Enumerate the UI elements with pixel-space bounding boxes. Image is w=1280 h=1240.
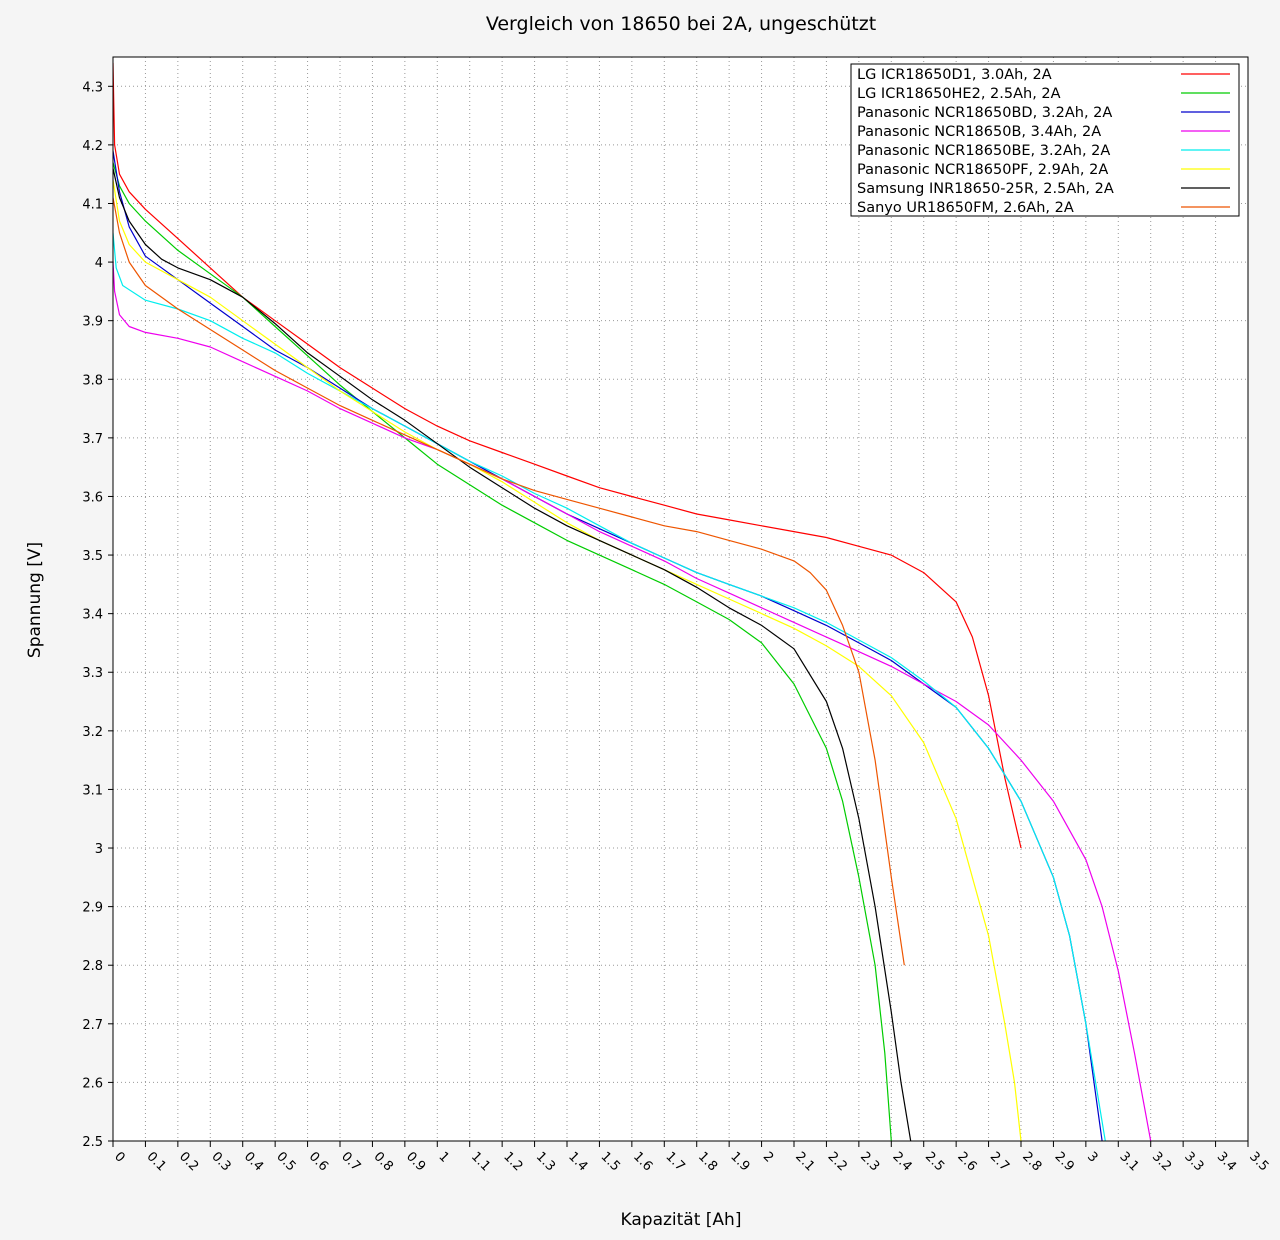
legend-entry-label: Panasonic NCR18650BE, 3.2Ah, 2A bbox=[857, 143, 1110, 159]
y-tick-label: 2.9 bbox=[82, 901, 103, 916]
plot-frame bbox=[112, 56, 1249, 1142]
series-line-5 bbox=[113, 232, 1106, 1141]
y-tick-label: 4.1 bbox=[82, 197, 103, 212]
plot-area bbox=[113, 57, 1248, 1141]
y-tick-label: 3.8 bbox=[82, 373, 103, 388]
legend: LG ICR18650D1, 3.0Ah, 2A LG ICR18650HE2, … bbox=[850, 63, 1240, 217]
legend-entry-label: Panasonic NCR18650PF, 2.9Ah, 2A bbox=[857, 162, 1108, 178]
legend-box bbox=[850, 63, 1240, 217]
y-tick-label: 3 bbox=[95, 842, 103, 857]
y-tick-label: 2.7 bbox=[82, 1018, 103, 1033]
series-line-1 bbox=[113, 62, 1022, 849]
y-tick-label: 3.3 bbox=[82, 666, 103, 681]
series-line-4 bbox=[113, 262, 1152, 1141]
gridlines bbox=[113, 57, 1248, 1142]
series-line-7 bbox=[113, 168, 912, 1141]
y-tick-label: 4 bbox=[95, 256, 103, 271]
series-line-6 bbox=[113, 179, 1022, 1141]
legend-entry-label: LG ICR18650D1, 3.0Ah, 2A bbox=[857, 67, 1052, 83]
series-lines bbox=[113, 62, 1152, 1141]
x-axis-title: Kapazität [Ah] bbox=[621, 1210, 742, 1230]
y-tick-label: 3.9 bbox=[82, 315, 103, 330]
y-tick-label: 3.2 bbox=[82, 725, 103, 740]
series-line-8 bbox=[113, 197, 905, 966]
y-axis-title: Spannung [V] bbox=[25, 542, 45, 658]
chart-title: Vergleich von 18650 bei 2A, ungeschützt bbox=[486, 13, 876, 35]
y-tick-label: 4.2 bbox=[82, 139, 103, 154]
y-tick-label: 3.5 bbox=[82, 549, 103, 564]
y-tick-label: 2.5 bbox=[82, 1135, 103, 1150]
y-tick-label: 3.4 bbox=[82, 608, 103, 623]
y-tick-label: 2.6 bbox=[82, 1076, 103, 1091]
legend-entry-label: Panasonic NCR18650BD, 3.2Ah, 2A bbox=[857, 105, 1112, 121]
y-tick-label: 2.8 bbox=[82, 959, 103, 974]
legend-entry-label: Panasonic NCR18650B, 3.4Ah, 2A bbox=[857, 124, 1101, 140]
y-tick-label: 3.6 bbox=[82, 490, 103, 505]
y-tick-label: 4.3 bbox=[82, 80, 103, 95]
y-tick-label: 3.1 bbox=[82, 783, 103, 798]
legend-entry-label: LG ICR18650HE2, 2.5Ah, 2A bbox=[857, 86, 1061, 102]
legend-entry-label: Samsung INR18650-25R, 2.5Ah, 2A bbox=[857, 181, 1114, 197]
series-line-2 bbox=[113, 162, 892, 1141]
y-tick-label: 3.7 bbox=[82, 432, 103, 447]
legend-entry-label: Sanyo UR18650FM, 2.6Ah, 2A bbox=[857, 200, 1074, 216]
